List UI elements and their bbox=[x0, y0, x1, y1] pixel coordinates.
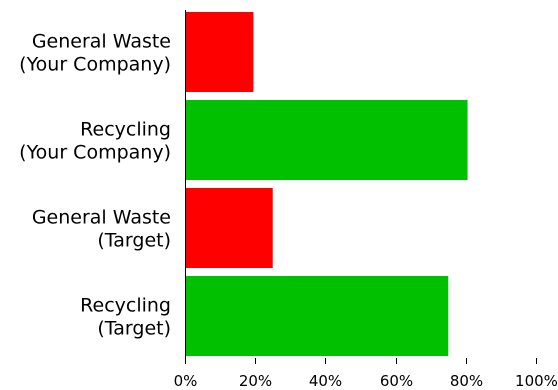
x-axis: 0% 20% 40% 60% 80% 100% bbox=[174, 10, 558, 390]
x-tick-label-4: 80% bbox=[450, 372, 483, 390]
x-tick-label-1: 20% bbox=[239, 372, 272, 390]
x-tick-label-2: 40% bbox=[309, 372, 342, 390]
category-label-0: General Waste (Your Company) bbox=[19, 31, 171, 76]
bars-group bbox=[185, 12, 468, 356]
category-label-1: Recycling (Your Company) bbox=[19, 119, 171, 164]
x-tick-label-5: 100% bbox=[515, 372, 558, 390]
category-label-2: General Waste (Target) bbox=[32, 207, 171, 252]
x-tick-label-0: 0% bbox=[174, 372, 198, 390]
bar-2 bbox=[185, 188, 273, 268]
bar-0 bbox=[185, 12, 254, 92]
bar-3 bbox=[185, 276, 449, 356]
category-labels: General Waste (Your Company) Recycling (You… bbox=[19, 31, 171, 340]
category-label-3: Recycling (Target) bbox=[80, 295, 171, 340]
x-tick-label-3: 60% bbox=[380, 372, 413, 390]
bar-1 bbox=[185, 100, 468, 180]
